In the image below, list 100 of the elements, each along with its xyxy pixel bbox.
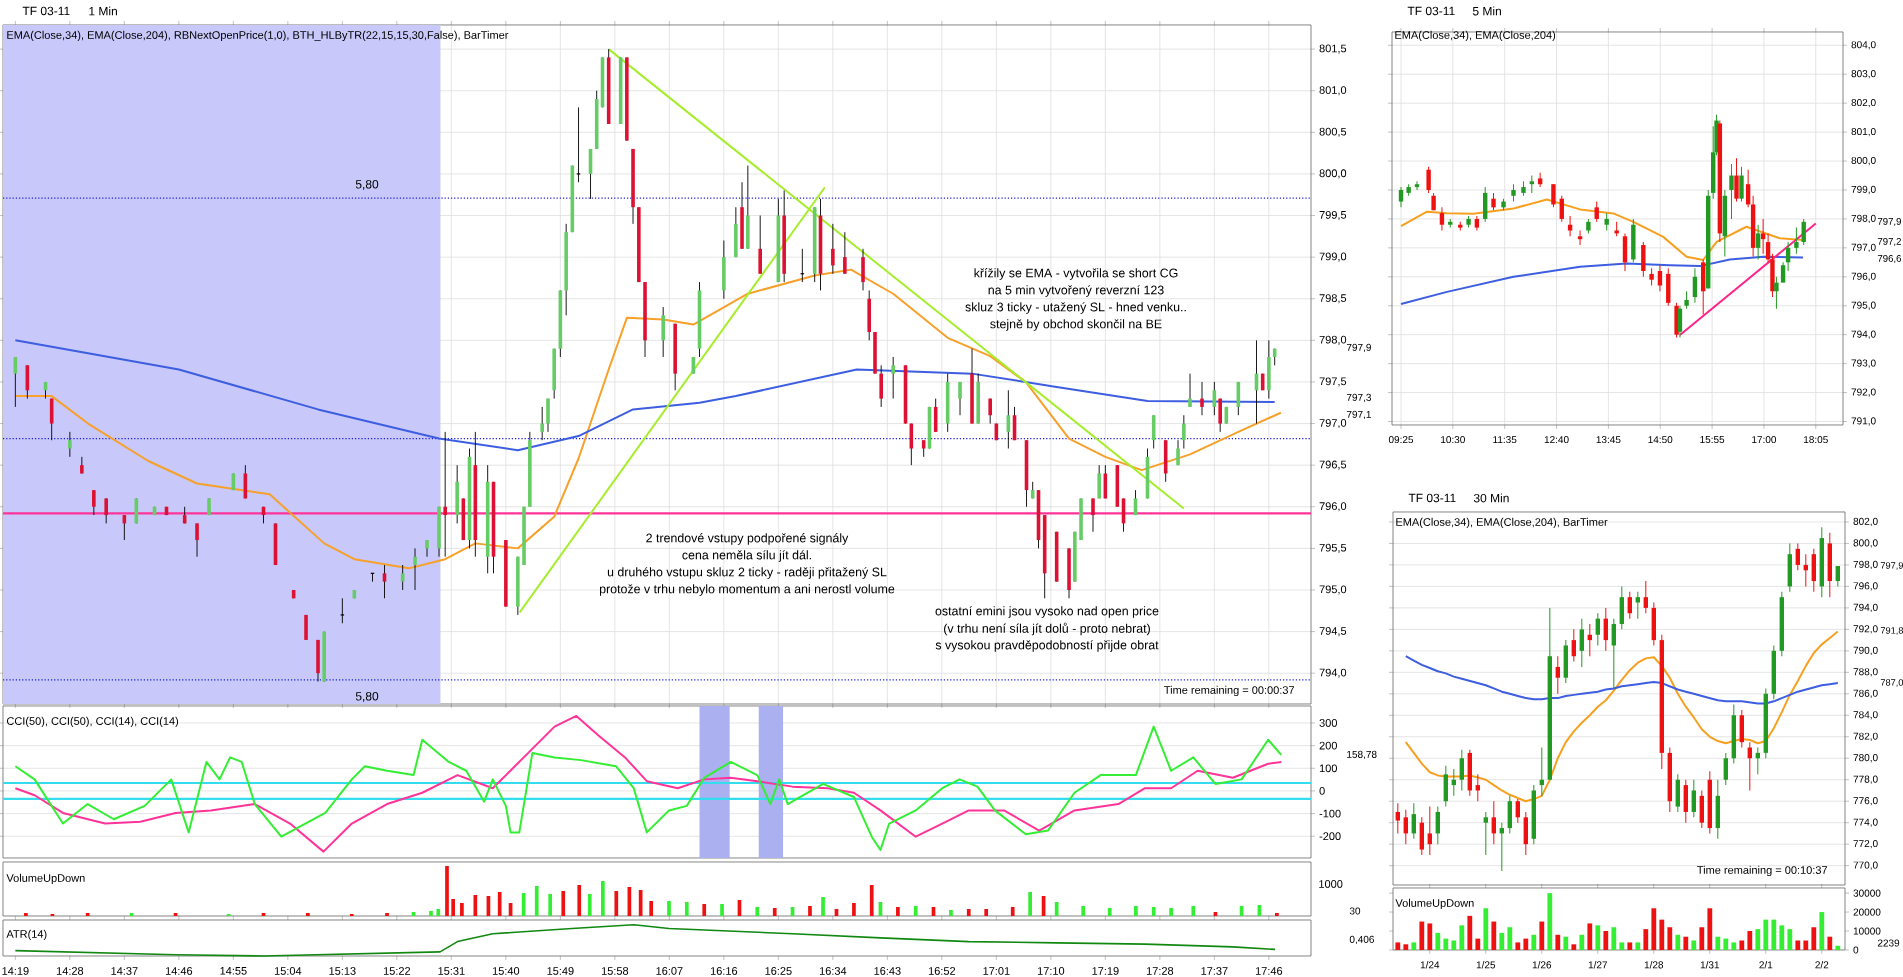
bar: [1275, 912, 1279, 916]
candlestick: [1677, 305, 1683, 339]
y-tick-label: 794,5: [1319, 627, 1347, 637]
bar: [1467, 915, 1473, 950]
x-tick-label: 16:43: [874, 967, 901, 975]
candlestick: [425, 539, 429, 558]
bar: [1547, 893, 1553, 950]
bar: [1803, 940, 1809, 950]
x-tick-label: 17:46: [1255, 967, 1283, 975]
y-tick-label: 800,0: [1853, 539, 1878, 548]
candlestick: [1739, 166, 1744, 203]
candlestick: [1419, 816, 1425, 856]
x-tick-label: 1/24: [1420, 961, 1440, 969]
bar: [1054, 901, 1059, 916]
text: 30 Min: [1473, 493, 1509, 503]
y-tick-label: 770,0: [1853, 861, 1878, 870]
bar: [1523, 938, 1529, 950]
bar: [1787, 929, 1793, 950]
x-tick-label: 15:31: [438, 967, 465, 975]
candlestick: [1567, 215, 1573, 237]
x-tick-label: 09:25: [1388, 436, 1414, 444]
candlestick: [1595, 612, 1601, 646]
y-tick-label: 796,5: [1319, 460, 1347, 470]
bar: [1028, 891, 1033, 916]
x-tick-label: 1/26: [1532, 961, 1552, 969]
y-tick-label: -100: [1319, 809, 1341, 818]
bar: [1707, 908, 1713, 950]
text: VolumeUpDown: [6, 873, 85, 885]
candlestick: [1692, 267, 1698, 304]
candlestick: [1483, 811, 1489, 856]
x-tick-label: 14:46: [165, 967, 193, 975]
y-tick-label: 796,0: [1853, 582, 1878, 591]
x-tick-label: 16:16: [710, 967, 738, 975]
candlestick: [1763, 687, 1769, 759]
candlestick: [1403, 809, 1409, 845]
candlestick: [1722, 189, 1728, 258]
text: 791,8: [1880, 627, 1903, 635]
candlestick: [1683, 779, 1688, 824]
candlestick: [1411, 802, 1417, 840]
candlestick: [1635, 591, 1641, 620]
bar: [1435, 932, 1441, 950]
bar: [1459, 925, 1465, 950]
bar: [1619, 942, 1625, 950]
candlestick: [1794, 227, 1799, 255]
bar: [1169, 907, 1173, 916]
x-tick-label: 15:40: [492, 967, 520, 975]
bar: [949, 909, 953, 916]
candlestick: [1547, 607, 1553, 781]
bar: [1659, 919, 1665, 950]
annotation: na 5 min vytvořený reverzní 123: [988, 285, 1164, 297]
annotation: křížily se EMA - vytvořila se short CG: [974, 268, 1178, 280]
bar: [1699, 927, 1705, 950]
bar: [1443, 938, 1449, 950]
y-tick-label: 797,0: [1851, 243, 1876, 253]
bar: [1667, 927, 1673, 950]
x-tick-label: 17:28: [1146, 967, 1174, 975]
candlestick: [1515, 798, 1521, 824]
candlestick: [1659, 634, 1665, 770]
candlestick: [1643, 580, 1649, 614]
bar: [1587, 923, 1593, 950]
candlestick: [1707, 770, 1713, 834]
x-tick-label: 17:00: [1752, 436, 1777, 444]
bar: [1691, 940, 1697, 950]
candlestick: [1691, 779, 1697, 818]
y-tick-label: 800,0: [1319, 169, 1347, 179]
bar: [684, 901, 689, 916]
candlestick: [1819, 526, 1824, 598]
candlestick: [1619, 585, 1625, 630]
annotation: 2 trendové vstupy podpořené signály: [646, 533, 849, 545]
bar: [1515, 942, 1521, 950]
bar: [1151, 906, 1156, 916]
candlestick: [1811, 548, 1817, 593]
bar: [429, 910, 433, 916]
bar: [1811, 927, 1817, 950]
bar: [601, 880, 605, 916]
text: 797,9: [1877, 218, 1901, 226]
line-series: [14, 339, 1276, 452]
bar: [1675, 934, 1681, 950]
y-tick-label: 200: [1319, 741, 1337, 750]
y-tick-label: 795,0: [1319, 585, 1347, 595]
bar: [702, 903, 707, 916]
text: 2239: [1877, 939, 1900, 947]
x-tick-label: 16:34: [819, 967, 847, 975]
bar: [1491, 921, 1497, 950]
candlestick: [1715, 779, 1721, 840]
y-tick-label: 795,0: [1851, 301, 1876, 310]
text: 797,1: [1346, 410, 1371, 420]
y-tick-label: 791,0: [1851, 417, 1876, 426]
bar: [808, 905, 812, 916]
candlestick: [340, 597, 345, 624]
y-tick-label: 0: [1853, 946, 1859, 954]
x-tick-label: 18:05: [1804, 436, 1828, 444]
candlestick: [1507, 795, 1513, 834]
bar: [1403, 944, 1409, 950]
bar: [305, 912, 310, 916]
y-tick-label: 799,0: [1851, 185, 1876, 195]
x-tick-label: 16:25: [765, 967, 792, 975]
bar: [1483, 908, 1489, 950]
bar: [1451, 940, 1457, 950]
bar: [1579, 934, 1585, 950]
